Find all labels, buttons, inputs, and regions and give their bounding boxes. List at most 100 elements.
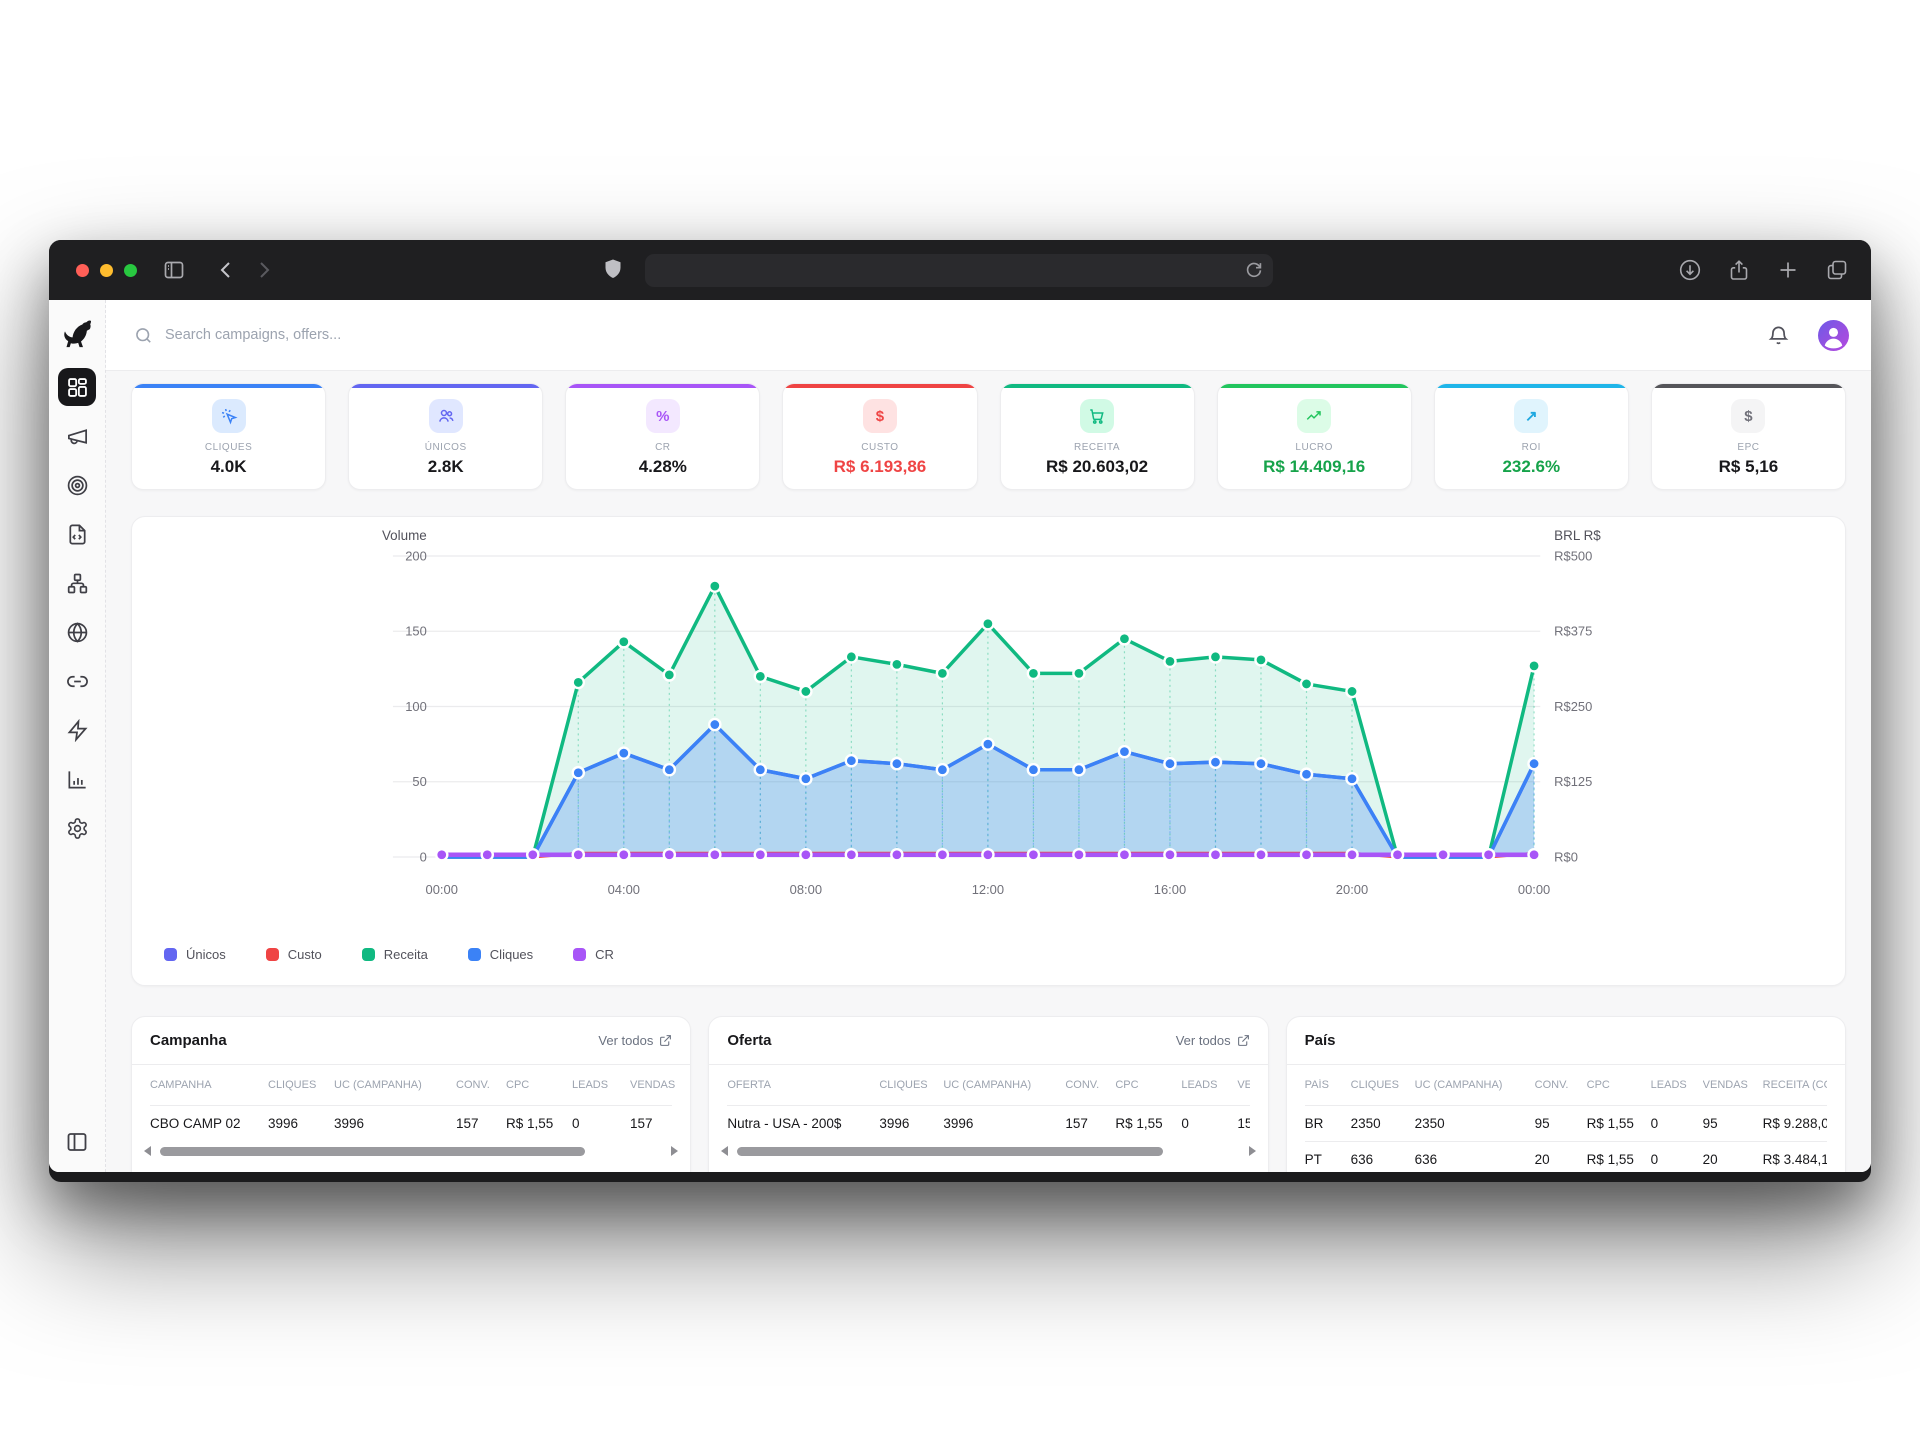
- legend-item-receita[interactable]: Receita: [361, 946, 428, 962]
- reload-icon[interactable]: [1243, 259, 1265, 281]
- legend-label: Receita: [383, 946, 428, 962]
- search-icon: [136, 327, 151, 343]
- privacy-shield-icon[interactable]: [601, 257, 625, 281]
- legend-item-cr[interactable]: CR: [573, 947, 614, 962]
- gear-icon: [67, 817, 87, 839]
- kpi-accent-bar: [1217, 384, 1411, 388]
- browser-sidebar-toggle-icon[interactable]: [162, 258, 186, 282]
- scrollbar-thumb[interactable]: [160, 1146, 586, 1156]
- kpi-value: 2.8K: [427, 457, 464, 476]
- sidebar-collapse-toggle[interactable]: [65, 1130, 89, 1154]
- close-window-button[interactable]: [76, 264, 89, 277]
- scroll-right-arrow[interactable]: [671, 1146, 679, 1156]
- kpi-accent-bar: [783, 384, 977, 388]
- traffic-chart: 200 R$500 150 R$375 100 R$250 50 R$125 0 R$0 Volum…: [382, 528, 1601, 897]
- app-root: CLIQUES 4.0K ÚNICOS 2.8K% CR 4.28% $ CUSTO R$ 6.…: [49, 300, 1871, 1172]
- zoom-window-button[interactable]: [124, 264, 137, 277]
- search-box[interactable]: [134, 326, 1767, 345]
- table-header-row: CAMPANHA CLIQUES UC (CAMPANHA) CONV. CPC LEAD…: [150, 1079, 676, 1091]
- scroll-left-arrow[interactable]: [144, 1146, 151, 1156]
- sidebar-item-automation[interactable]: [58, 711, 96, 749]
- svg-text:00:00: 00:00: [426, 882, 458, 897]
- address-bar[interactable]: [645, 254, 1273, 287]
- oferta-table-card: Oferta Ver todos OFERTA CLIQUES UC (CAMPANHA…: [708, 1016, 1269, 1172]
- avatar[interactable]: [1818, 319, 1849, 351]
- sidebar-item-offers[interactable]: [58, 466, 96, 504]
- bar-chart-icon: [67, 770, 86, 789]
- legend-label: Cliques: [489, 946, 534, 962]
- downloads-icon[interactable]: [1678, 258, 1702, 282]
- forward-button[interactable]: [252, 258, 276, 282]
- kpi-accent-bar: [132, 384, 326, 388]
- kpi-accent-bar: [349, 384, 543, 388]
- svg-text:R$0: R$0: [1554, 849, 1578, 864]
- horizontal-scrollbar[interactable]: [132, 1141, 690, 1156]
- svg-text:12:00: 12:00: [972, 882, 1004, 897]
- sidebar-item-flows[interactable]: [58, 564, 96, 602]
- legend-item-cliques[interactable]: Cliques: [467, 946, 534, 962]
- tab-overview-icon[interactable]: [1825, 258, 1849, 282]
- kpi-accent-bar: [1434, 384, 1628, 388]
- svg-text:150: 150: [405, 624, 427, 639]
- svg-text:BRL R$: BRL R$: [1554, 528, 1601, 543]
- ver-todos-link[interactable]: Ver todos: [1176, 1033, 1250, 1048]
- sidebar-item-landers[interactable]: [58, 515, 96, 553]
- sidebar-item-settings[interactable]: [58, 809, 96, 847]
- cursor-click-icon: [211, 399, 246, 433]
- topbar: [106, 300, 1871, 371]
- arrow-up-right-icon: ↗: [1514, 399, 1549, 433]
- share-icon[interactable]: [1727, 258, 1751, 282]
- legend-label: CR: [595, 946, 614, 962]
- kpi-accent-bar: [566, 384, 760, 388]
- sidebar-item-campaigns[interactable]: [58, 417, 96, 455]
- kpi-accent-bar: [1000, 384, 1194, 388]
- svg-text:0: 0: [420, 849, 427, 864]
- svg-text:R$125: R$125: [1554, 774, 1592, 789]
- minimize-window-button[interactable]: [100, 264, 113, 277]
- trend-up-icon: [1297, 399, 1332, 433]
- kpi-value: R$ 14.409,16: [1263, 457, 1366, 476]
- scroll-right-arrow[interactable]: [1248, 1146, 1256, 1156]
- hierarchy-icon: [67, 573, 87, 593]
- ver-todos-link[interactable]: Ver todos: [598, 1033, 672, 1048]
- svg-text:200: 200: [405, 548, 427, 563]
- pais-table-card: País PAÍS CLIQUES UC (CAMPANHA) CONV. CPC LEAD…: [1285, 1016, 1846, 1172]
- legend-item-únicos[interactable]: Únicos: [164, 947, 226, 962]
- kpi-label: ROI: [1521, 442, 1541, 453]
- svg-text:R$500: R$500: [1554, 548, 1592, 563]
- dashboard-content: CLIQUES 4.0K ÚNICOS 2.8K% CR 4.28% $ CUSTO R$ 6.…: [106, 371, 1871, 1172]
- svg-text:100: 100: [405, 699, 427, 714]
- sidebar-item-dashboard[interactable]: [58, 368, 96, 406]
- table-title: Oferta: [727, 1032, 772, 1049]
- horizontal-scrollbar[interactable]: [709, 1141, 1267, 1156]
- legend-item-custo[interactable]: Custo: [265, 947, 322, 962]
- main-area: CLIQUES 4.0K ÚNICOS 2.8K% CR 4.28% $ CUSTO R$ 6.…: [106, 300, 1871, 1172]
- back-button[interactable]: [214, 258, 238, 282]
- legend-swatch: [573, 947, 587, 961]
- tables-row: Campanha Ver todos CAMPANHA CLIQUES UC (CAMP…: [131, 1016, 1846, 1172]
- svg-text:20:00: 20:00: [1336, 882, 1368, 897]
- panel-left-icon: [67, 1133, 87, 1151]
- scroll-left-arrow[interactable]: [721, 1146, 729, 1156]
- globe-icon: [67, 621, 87, 643]
- kpi-value: 4.28%: [638, 457, 687, 476]
- kpi-card-receita: RECEITA R$ 20.603,02: [999, 383, 1195, 490]
- sidebar-item-reports[interactable]: [58, 760, 96, 798]
- sidebar-item-links[interactable]: [58, 662, 96, 700]
- new-tab-icon[interactable]: [1776, 258, 1800, 282]
- campanha-table-card: Campanha Ver todos CAMPANHA CLIQUES UC (CAMP…: [131, 1016, 692, 1172]
- kpi-card-epc: $ EPC R$ 5,16: [1650, 383, 1846, 490]
- dog-logo: [64, 320, 92, 348]
- kpi-row: CLIQUES 4.0K ÚNICOS 2.8K% CR 4.28% $ CUSTO R$ 6.…: [131, 383, 1846, 490]
- file-code-icon: [68, 524, 86, 544]
- sidebar-item-domains[interactable]: [58, 613, 96, 651]
- notifications-bell-icon[interactable]: [1767, 324, 1790, 347]
- percent-icon: %: [645, 399, 680, 433]
- target-icon: [67, 475, 87, 495]
- browser-titlebar: [49, 240, 1871, 300]
- scrollbar-thumb[interactable]: [737, 1146, 1163, 1156]
- search-input[interactable]: [165, 327, 585, 343]
- table-header-row: OFERTA CLIQUES UC (CAMPANHA) CONV. CPC LEADS V…: [727, 1079, 1249, 1091]
